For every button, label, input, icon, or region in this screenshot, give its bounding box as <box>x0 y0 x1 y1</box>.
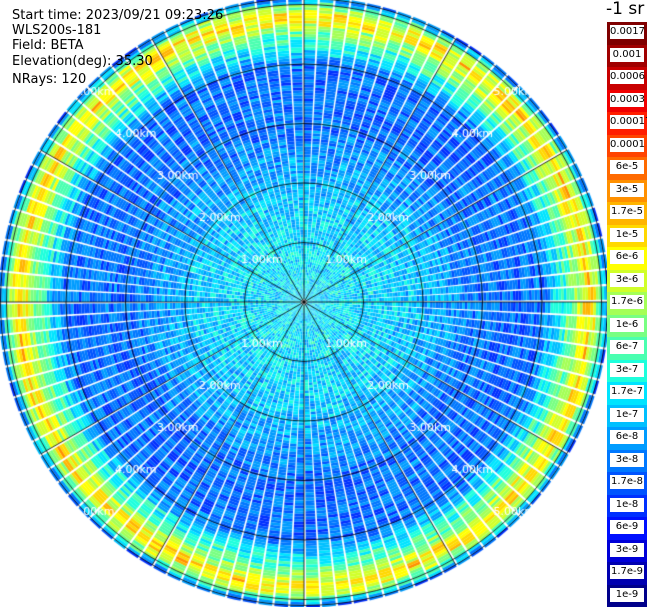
colorbar-tick-label: 0.0003 <box>610 92 645 107</box>
colorbar-tick-label: 0.00017 <box>610 115 647 129</box>
elevation-label: Elevation(deg): 35.30 <box>12 54 153 69</box>
colorbar-cell: 6e-9 <box>607 517 647 540</box>
colorbar-tick-label: 3e-8 <box>610 452 644 467</box>
colorbar-cell: 1.7e-9 <box>607 562 647 585</box>
ppi-heatmap <box>0 0 607 607</box>
colorbar-cell: 0.001 <box>607 44 647 67</box>
colorbar-cell: 6e-6 <box>607 247 647 270</box>
colorbar-tick-label: 6e-8 <box>610 430 644 444</box>
colorbar-tick-label: 1e-6 <box>610 317 644 332</box>
colorbar-cell: 1.7e-8 <box>607 472 647 495</box>
colorbar-tick-label: 1.7e-6 <box>610 295 644 309</box>
colorbar-tick-label: 0.0017 <box>610 25 645 39</box>
colorbar-tick-label: 6e-6 <box>610 250 644 264</box>
colorbar-cell: 6e-7 <box>607 337 647 360</box>
colorbar-tick-label: 0.0001 <box>610 137 645 152</box>
colorbar-cell: 3e-9 <box>607 539 647 562</box>
colorbar-tick-label: 6e-5 <box>610 160 644 174</box>
colorbar-cell: 3e-8 <box>607 449 647 472</box>
colorbar-tick-label: 1.7e-5 <box>610 205 644 219</box>
colorbar-cell: 6e-8 <box>607 427 647 450</box>
colorbar-cell: 0.0001 <box>607 134 647 157</box>
colorbar-cell: 1e-9 <box>607 584 647 607</box>
colorbar-tick-label: 0.001 <box>610 47 644 62</box>
colorbar-cell: 1.7e-7 <box>607 382 647 405</box>
colorbar-tick-label: 3e-5 <box>610 182 644 197</box>
colorbar-tick-label: 1.7e-9 <box>610 565 644 579</box>
colorbar-cell: 1e-8 <box>607 494 647 517</box>
colorbar-tick-label: 1e-7 <box>610 407 644 422</box>
colorbar-tick-label: 3e-6 <box>610 272 644 287</box>
colorbar: 0.0017 0.001 0.0006 0.0003 0.00017 0.0001 6e-5… <box>607 22 647 607</box>
colorbar-unit: -1 sr <box>606 0 645 19</box>
colorbar-cell: 1.7e-6 <box>607 292 647 315</box>
colorbar-cell: 1e-7 <box>607 404 647 427</box>
colorbar-tick-label: 1e-8 <box>610 497 644 512</box>
colorbar-tick-label: 1e-5 <box>610 227 644 242</box>
colorbar-cell: 3e-5 <box>607 179 647 202</box>
colorbar-tick-label: 6e-9 <box>610 520 644 534</box>
colorbar-tick-label: 1e-9 <box>610 587 644 602</box>
colorbar-cell: 0.0017 <box>607 22 647 45</box>
colorbar-cell: 1e-6 <box>607 314 647 337</box>
colorbar-cell: 0.00017 <box>607 112 647 135</box>
field-label: Field: BETA <box>12 38 84 53</box>
start-time-label: Start time: 2023/09/21 09:23:26 <box>12 8 224 23</box>
colorbar-cell: 0.0006 <box>607 67 647 90</box>
colorbar-tick-label: 1.7e-7 <box>610 385 644 399</box>
colorbar-cell: 3e-6 <box>607 269 647 292</box>
nrays-label: NRays: 120 <box>12 72 87 87</box>
device-label: WLS200s-181 <box>12 23 102 38</box>
colorbar-cell: 0.0003 <box>607 89 647 112</box>
colorbar-cell: 1e-5 <box>607 224 647 247</box>
colorbar-tick-label: 0.0006 <box>610 70 645 84</box>
colorbar-cell: 6e-5 <box>607 157 647 180</box>
colorbar-cell: 3e-7 <box>607 359 647 382</box>
colorbar-tick-label: 3e-9 <box>610 542 644 557</box>
colorbar-tick-label: 1.7e-8 <box>610 475 644 489</box>
colorbar-tick-label: 3e-7 <box>610 362 644 377</box>
colorbar-cell: 1.7e-5 <box>607 202 647 225</box>
colorbar-tick-label: 6e-7 <box>610 340 644 354</box>
